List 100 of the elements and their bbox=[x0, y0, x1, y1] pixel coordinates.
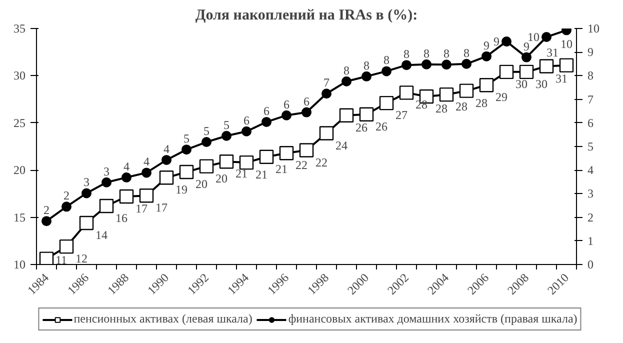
point bbox=[559, 58, 574, 72]
data-label: 16 bbox=[116, 210, 128, 225]
point bbox=[59, 239, 74, 254]
data-label: 22 bbox=[316, 155, 328, 170]
data-label: 5 bbox=[224, 118, 230, 132]
point bbox=[79, 216, 94, 230]
point bbox=[279, 146, 294, 160]
point bbox=[479, 78, 494, 92]
data-label: 6 bbox=[244, 113, 250, 128]
y-tick-label: 10 bbox=[14, 258, 26, 272]
data-label: 29 bbox=[496, 90, 508, 104]
data-label: 3 bbox=[104, 164, 110, 178]
data-label: 28 bbox=[456, 100, 468, 114]
y2-tick-label: 3 bbox=[588, 186, 594, 201]
data-label: 3 bbox=[84, 175, 90, 190]
point bbox=[139, 188, 154, 203]
data-label: 8 bbox=[384, 53, 390, 68]
data-label: 5 bbox=[204, 124, 210, 138]
point bbox=[199, 159, 214, 174]
point bbox=[82, 188, 92, 198]
data-label: 9 bbox=[494, 34, 500, 48]
point bbox=[179, 164, 194, 180]
point bbox=[159, 170, 174, 185]
point bbox=[219, 154, 234, 169]
data-label: 10 bbox=[560, 37, 572, 52]
point bbox=[102, 177, 112, 188]
y-tick-label: 15 bbox=[14, 210, 26, 224]
data-label: 26 bbox=[376, 119, 388, 134]
legend-label: пенсионных активах (левая шкала) bbox=[74, 312, 252, 326]
y2-tick-label: 1 bbox=[588, 234, 594, 248]
y2-tick-label: 4 bbox=[588, 163, 594, 178]
y-tick-label: 35 bbox=[14, 22, 26, 36]
point bbox=[162, 154, 172, 165]
data-label: 4 bbox=[164, 142, 170, 156]
point bbox=[402, 60, 412, 70]
point bbox=[239, 155, 254, 170]
data-label: 8 bbox=[444, 46, 450, 61]
y2-tick-label: 0 bbox=[588, 258, 594, 272]
data-label: 8 bbox=[424, 46, 430, 60]
data-label: 17 bbox=[156, 200, 168, 215]
data-label: 22 bbox=[296, 158, 308, 172]
y2-tick-label: 2 bbox=[588, 210, 594, 224]
data-label: 9 bbox=[524, 39, 530, 54]
data-label: 28 bbox=[476, 96, 488, 110]
data-label: 8 bbox=[404, 47, 410, 62]
point bbox=[522, 52, 532, 62]
y-tick-label: 30 bbox=[14, 68, 26, 83]
data-label: 31 bbox=[546, 45, 558, 60]
data-label: 8 bbox=[344, 63, 350, 78]
point bbox=[459, 84, 474, 98]
data-label: 14 bbox=[96, 228, 108, 242]
data-label: 17 bbox=[136, 202, 148, 216]
point bbox=[422, 59, 432, 70]
y2-tick-label: 8 bbox=[588, 68, 594, 83]
data-label: 2 bbox=[44, 203, 50, 218]
y2-tick-label: 10 bbox=[588, 22, 600, 36]
y-tick-label: 25 bbox=[14, 116, 26, 130]
data-label: 27 bbox=[396, 108, 408, 122]
point bbox=[122, 172, 132, 182]
point bbox=[342, 76, 352, 86]
point bbox=[339, 108, 354, 122]
data-label: 6 bbox=[264, 104, 270, 118]
point bbox=[539, 59, 554, 74]
data-label: 8 bbox=[364, 58, 370, 72]
point bbox=[442, 60, 452, 70]
point bbox=[262, 116, 272, 127]
data-label: 7 bbox=[324, 76, 330, 90]
point bbox=[319, 126, 334, 140]
point bbox=[282, 110, 292, 120]
data-label: 5 bbox=[184, 132, 190, 146]
data-label: 30 bbox=[516, 76, 528, 91]
chart-title: Доля накоплений на IRAs в (%): bbox=[195, 8, 418, 24]
data-label: 12 bbox=[76, 252, 88, 266]
point bbox=[399, 86, 414, 100]
point bbox=[499, 64, 514, 80]
point bbox=[42, 216, 52, 226]
data-label: 24 bbox=[336, 138, 348, 152]
y2-tick-label: 9 bbox=[588, 45, 594, 60]
data-label: 20 bbox=[216, 171, 228, 186]
data-label: 21 bbox=[236, 166, 248, 181]
point bbox=[482, 51, 492, 62]
y2-tick-label: 7 bbox=[588, 92, 594, 106]
legend-label: финансовых активах домашних хозяйств (правая шкала) bbox=[288, 312, 578, 326]
data-label: 20 bbox=[196, 176, 208, 191]
y-tick-label: 20 bbox=[14, 163, 26, 178]
data-label: 21 bbox=[256, 168, 268, 182]
point bbox=[142, 168, 152, 178]
data-label: 10 bbox=[528, 30, 540, 44]
data-label: 2 bbox=[64, 188, 70, 203]
point bbox=[242, 126, 252, 136]
y2-tick-label: 5 bbox=[588, 140, 594, 154]
point bbox=[362, 71, 372, 82]
point bbox=[302, 107, 312, 118]
data-label: 30 bbox=[536, 76, 548, 91]
y2-tick-label: 6 bbox=[588, 116, 594, 130]
point bbox=[222, 130, 232, 141]
point bbox=[382, 66, 392, 76]
data-label: 28 bbox=[436, 101, 448, 116]
point bbox=[502, 36, 512, 46]
point bbox=[439, 87, 454, 102]
